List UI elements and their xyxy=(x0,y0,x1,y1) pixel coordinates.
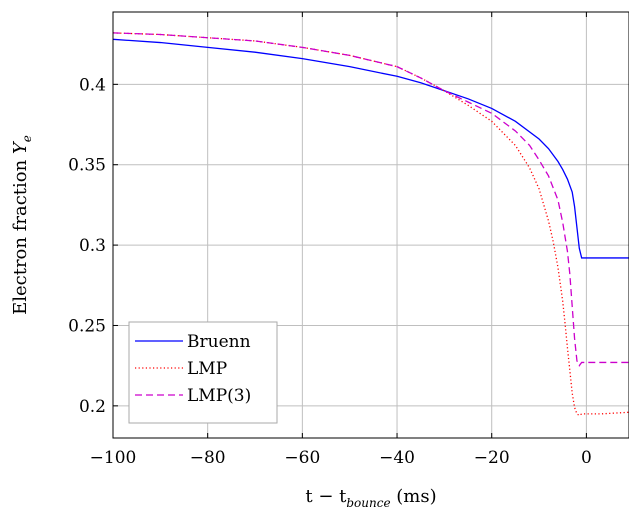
legend: Bruenn LMP LMP(3) xyxy=(128,321,278,424)
x-tick-label: −80 xyxy=(190,448,226,468)
x-axis-label-main: t − t xyxy=(305,486,347,507)
x-tick-label: −40 xyxy=(379,448,415,468)
x-axis-label-subscript: bounce xyxy=(346,496,390,510)
x-axis-label: t − tbounce (ms) xyxy=(305,486,436,510)
y-axis-label-variable: Y xyxy=(10,140,31,154)
legend-label: LMP(3) xyxy=(187,386,251,406)
y-axis-label-main: Electron fraction xyxy=(10,154,31,315)
series-layer xyxy=(113,32,629,417)
y-tick-label: 0.35 xyxy=(68,156,106,176)
series-line-lmp xyxy=(113,32,629,417)
plot-frame xyxy=(112,11,629,439)
series-line-lmp-3 xyxy=(113,32,629,367)
series-line-bruenn xyxy=(113,38,629,259)
legend-box xyxy=(128,321,278,424)
y-tick-label: 0.2 xyxy=(79,397,106,417)
legend-label: LMP xyxy=(187,359,227,379)
y-tick-label: 0.4 xyxy=(79,75,106,95)
x-tick-label: 0 xyxy=(581,448,592,468)
y-axis-label: Electron fraction Ye xyxy=(10,135,34,315)
y-tick-label: 0.25 xyxy=(68,316,106,336)
x-tick-label: −100 xyxy=(90,448,137,468)
legend-label: Bruenn xyxy=(187,332,251,352)
y-tick-label: 0.3 xyxy=(79,236,106,256)
x-tick-label: −60 xyxy=(284,448,320,468)
x-axis-label-unit: (ms) xyxy=(391,486,437,507)
axis-ticks: −100 −80 −60 −40 −20 0 0.2 0.25 0.3 0.35 0.4 xyxy=(68,12,592,468)
x-tick-label: −20 xyxy=(474,448,510,468)
y-axis-label-subscript: e xyxy=(20,135,34,142)
